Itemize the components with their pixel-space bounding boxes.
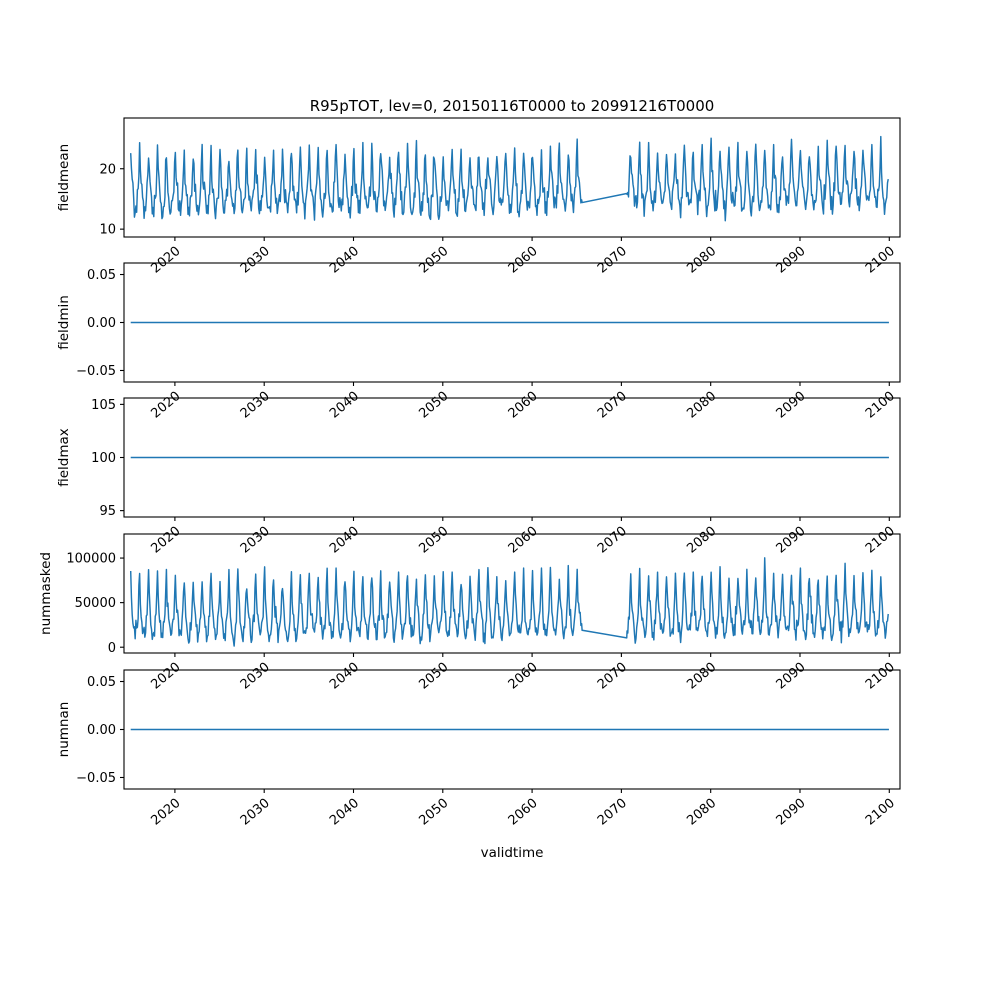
y-tick-label-numnan-1: 0.00 [87,723,116,738]
y-axis-label-fieldmean: fieldmean [56,144,72,211]
y-axis-label-nummasked: nummasked [38,552,54,635]
y-tick-label-fieldmean-0: 10 [99,223,116,238]
y-tick-label-numnan-2: 0.05 [87,675,116,690]
y-tick-label-fieldmin-2: 0.05 [87,268,116,283]
x-axis-label: validtime [481,845,544,861]
y-tick-label-fieldmean-1: 20 [99,162,116,177]
y-axis-label-numnan: numnan [56,702,72,758]
y-axis-label-fieldmax: fieldmax [56,428,72,487]
y-tick-label-nummasked-0: 0 [108,641,116,656]
y-axis-label-fieldmin: fieldmin [56,295,72,350]
data-line-nummasked [129,557,889,647]
panel-frame-fieldmean [123,117,901,238]
y-tick-label-fieldmax-0: 95 [99,504,116,519]
y-tick-label-numnan-0: −0.05 [76,771,116,786]
y-tick-label-fieldmin-0: −0.05 [76,364,116,379]
y-tick-label-nummasked-2: 100000 [66,552,116,567]
y-tick-label-fieldmax-1: 100 [91,451,116,466]
y-tick-label-fieldmin-1: 0.00 [87,316,116,331]
panel-frame-nummasked [123,533,901,654]
figure-title: R95pTOT, lev=0, 20150116T0000 to 2099121… [310,97,715,115]
y-tick-label-fieldmax-2: 105 [91,398,116,413]
data-line-fieldmean [129,135,889,222]
y-tick-label-nummasked-1: 50000 [75,596,116,611]
